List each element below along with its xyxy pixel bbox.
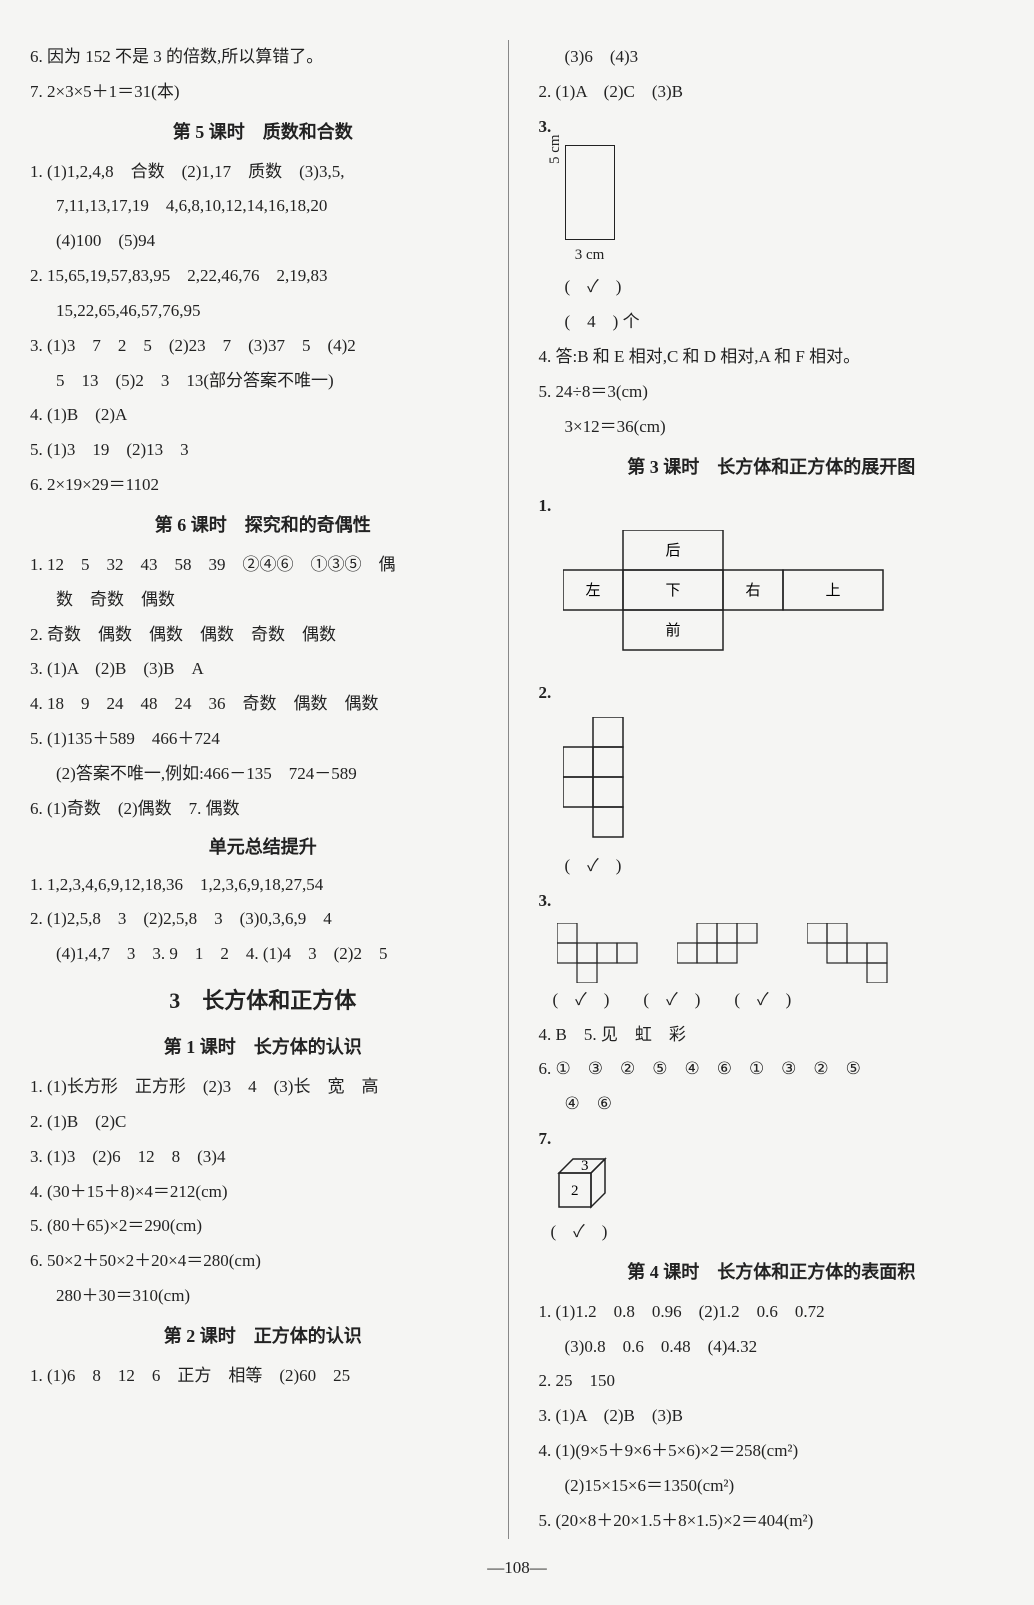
text-line: 4. (30＋15＋8)×4＝212(cm) (30, 1175, 496, 1210)
net-label: 前 (665, 622, 680, 639)
net-label: 上 (825, 582, 840, 599)
dim-label: 3 cm (565, 240, 615, 271)
net-icon (677, 923, 797, 983)
text-line: 6. ① ③ ② ⑤ ④ ⑥ ① ③ ② ⑤ (539, 1052, 1005, 1087)
chapter-heading: 3 长方体和正方体 (30, 978, 496, 1023)
text-line: 2. 15,65,19,57,83,95 2,22,46,76 2,19,83 (30, 259, 496, 294)
text-line: 2. (1)B (2)C (30, 1105, 496, 1140)
text-line: 3×12＝36(cm) (539, 410, 1005, 445)
text-line: 6. 2×19×29＝1102 (30, 468, 496, 503)
text-line: 7. (539, 1122, 1005, 1157)
text-line: 4. 答:B 和 E 相对,C 和 D 相对,A 和 F 相对。 (539, 340, 1005, 375)
text-line: 3. (539, 110, 1005, 145)
check-answer: ( ✓ ) (565, 849, 1005, 884)
text-line: 15,22,65,46,57,76,95 (30, 294, 496, 329)
cuboid-net-figure: 后 左 下 右 上 前 (563, 530, 1005, 670)
text-line: (4)1,4,7 3 3. 9 1 2 4. (1)4 3 (2)2 5 (30, 937, 496, 972)
text-line: 1. (539, 489, 1005, 524)
right-column: (3)6 (4)3 2. (1)A (2)C (3)B 3. 5 cm 3 cm… (533, 40, 1005, 1539)
text-line: 7. 2×3×5＋1＝31(本) (30, 75, 496, 110)
net-label: 右 (745, 582, 760, 599)
question-num: 2. (539, 683, 552, 702)
text-line: 5. (1)3 19 (2)13 3 (30, 433, 496, 468)
lesson-heading: 第 2 课时 正方体的认识 (30, 1318, 496, 1355)
text-line: 4. (1)(9×5＋9×6＋5×6)×2＝258(cm²) (539, 1434, 1005, 1469)
cube-net-figure (563, 717, 1005, 843)
lesson-heading: 第 5 课时 质数和合数 (30, 114, 496, 151)
text-line: 4. 18 9 24 48 24 36 奇数 偶数 偶数 (30, 687, 496, 722)
text-line: (2)答案不唯一,例如:466－135 724－589 (30, 757, 496, 792)
text-line: (2)15×15×6＝1350(cm²) (539, 1469, 1005, 1504)
text-line: 4. B 5. 见 虹 彩 (539, 1018, 1005, 1053)
question-num: 3. (539, 891, 552, 910)
question-num: 1. (539, 496, 552, 515)
text-line: 2. 25 150 (539, 1364, 1005, 1399)
dim-label: 5 cm (540, 104, 571, 164)
text-line: 5. 24÷8＝3(cm) (539, 375, 1005, 410)
text-line: 3. (1)3 7 2 5 (2)23 7 (3)37 5 (4)2 (30, 329, 496, 364)
count-answer: ( 4 ) 个 (565, 305, 1005, 340)
text-line: (3)6 (4)3 (539, 40, 1005, 75)
cube-figure: 3 2 (553, 1157, 615, 1215)
check-answer: ( ✓ ) (551, 1215, 1005, 1250)
rectangle-figure: 5 cm 3 cm (539, 145, 615, 271)
text-line: 1. 12 5 32 43 58 39 ②④⑥ ①③⑤ 偶 (30, 548, 496, 583)
text-line: 5 13 (5)2 3 13(部分答案不唯一) (30, 364, 496, 399)
unit-heading: 单元总结提升 (30, 829, 496, 866)
text-line: (4)100 (5)94 (30, 224, 496, 259)
text-line: 1. 1,2,3,4,6,9,12,18,36 1,2,3,6,9,18,27,… (30, 868, 496, 903)
text-line: 6. 因为 152 不是 3 的倍数,所以算错了。 (30, 40, 496, 75)
text-line: 1. (1)1,2,4,8 合数 (2)1,17 质数 (3)3,5, (30, 155, 496, 190)
net-label: 后 (665, 542, 680, 559)
text-line: 5. (80＋65)×2＝290(cm) (30, 1209, 496, 1244)
text-line: 2. (1)2,5,8 3 (2)2,5,8 3 (3)0,3,6,9 4 (30, 902, 496, 937)
net-label: 左 (585, 582, 600, 599)
text-line: 1. (1)6 8 12 6 正方 相等 (2)60 25 (30, 1359, 496, 1394)
lesson-heading: 第 6 课时 探究和的奇偶性 (30, 507, 496, 544)
page-number: —108— (30, 1551, 1004, 1586)
left-column: 6. 因为 152 不是 3 的倍数,所以算错了。 7. 2×3×5＋1＝31(… (30, 40, 509, 1539)
text-line: 3. (539, 884, 1005, 919)
text-line: 6. 50×2＋50×2＋20×4＝280(cm) (30, 1244, 496, 1279)
text-line: 2. (1)A (2)C (3)B (539, 75, 1005, 110)
net-icon (807, 923, 927, 983)
text-line: 1. (1)长方形 正方形 (2)3 4 (3)长 宽 高 (30, 1070, 496, 1105)
text-line: 5. (1)135＋589 466＋724 (30, 722, 496, 757)
text-line: 数 奇数 偶数 (30, 583, 496, 618)
text-line: 1. (1)1.2 0.8 0.96 (2)1.2 0.6 0.72 (539, 1295, 1005, 1330)
net-icon (557, 923, 667, 983)
question-num: 7. (539, 1129, 552, 1148)
lesson-heading: 第 4 课时 长方体和正方体的表面积 (539, 1254, 1005, 1291)
text-line: ④ ⑥ (539, 1087, 1005, 1122)
cube-face-label: 3 (581, 1158, 589, 1174)
lesson-heading: 第 1 课时 长方体的认识 (30, 1029, 496, 1066)
text-line: 2. (539, 676, 1005, 711)
text-line: 3. (1)3 (2)6 12 8 (3)4 (30, 1140, 496, 1175)
text-line: 280＋30＝310(cm) (30, 1279, 496, 1314)
net-label: 下 (665, 583, 680, 599)
small-nets-row (557, 923, 1005, 983)
text-line: 3. (1)A (2)B (3)B (539, 1399, 1005, 1434)
text-line: 4. (1)B (2)A (30, 398, 496, 433)
text-line: 6. (1)奇数 (2)偶数 7. 偶数 (30, 792, 496, 827)
text-line: 7,11,13,17,19 4,6,8,10,12,14,16,18,20 (30, 189, 496, 224)
check-answer: ( ✓ ) (565, 270, 1005, 305)
text-line: (3)0.8 0.6 0.48 (4)4.32 (539, 1330, 1005, 1365)
text-line: 2. 奇数 偶数 偶数 偶数 奇数 偶数 (30, 618, 496, 653)
text-line: 3. (1)A (2)B (3)B A (30, 652, 496, 687)
text-line: 5. (20×8＋20×1.5＋8×1.5)×2＝404(m²) (539, 1504, 1005, 1539)
cube-face-label: 2 (571, 1183, 579, 1199)
check-answer: ( ✓ ) ( ✓ ) ( ✓ ) (553, 983, 1005, 1018)
lesson-heading: 第 3 课时 长方体和正方体的展开图 (539, 449, 1005, 486)
